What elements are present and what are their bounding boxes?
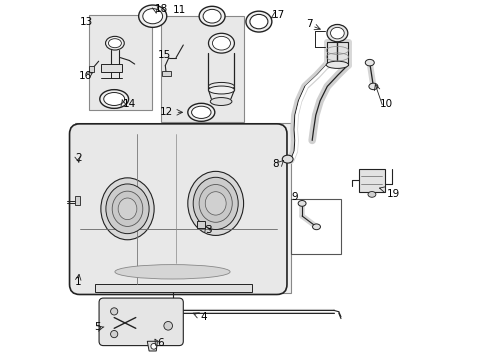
Ellipse shape: [367, 192, 375, 197]
Ellipse shape: [312, 224, 320, 230]
Ellipse shape: [115, 265, 230, 279]
Ellipse shape: [193, 177, 238, 230]
FancyBboxPatch shape: [69, 124, 286, 294]
Text: 19: 19: [386, 189, 399, 199]
Text: 9: 9: [291, 192, 298, 202]
Ellipse shape: [139, 5, 166, 27]
Text: 15: 15: [158, 50, 171, 60]
Text: 5: 5: [94, 322, 101, 332]
Ellipse shape: [326, 24, 347, 42]
Ellipse shape: [368, 83, 377, 90]
Ellipse shape: [142, 9, 163, 24]
Text: 18: 18: [154, 4, 167, 14]
Ellipse shape: [191, 106, 211, 118]
Text: 2: 2: [75, 153, 82, 163]
Bar: [197, 221, 204, 228]
Ellipse shape: [208, 33, 234, 53]
Ellipse shape: [203, 9, 221, 23]
Text: 11: 11: [172, 5, 185, 15]
Ellipse shape: [208, 86, 234, 94]
Bar: [162, 71, 170, 76]
Ellipse shape: [330, 27, 344, 39]
Ellipse shape: [100, 90, 128, 108]
Text: 6: 6: [157, 338, 163, 348]
Ellipse shape: [212, 36, 230, 50]
Circle shape: [110, 330, 118, 338]
Ellipse shape: [205, 192, 225, 215]
FancyBboxPatch shape: [99, 298, 183, 346]
Ellipse shape: [106, 184, 149, 234]
Bar: [89, 66, 94, 72]
Ellipse shape: [298, 201, 305, 206]
Text: 1: 1: [75, 276, 82, 287]
Text: 4: 4: [201, 312, 207, 322]
Ellipse shape: [199, 6, 224, 26]
Polygon shape: [95, 284, 251, 292]
Text: 7: 7: [305, 19, 312, 30]
Text: 13: 13: [80, 17, 93, 27]
Ellipse shape: [282, 155, 292, 163]
Ellipse shape: [118, 198, 137, 220]
Text: 10: 10: [379, 99, 392, 109]
Text: 3: 3: [205, 225, 211, 235]
Ellipse shape: [108, 39, 121, 48]
Ellipse shape: [210, 98, 231, 105]
Ellipse shape: [325, 61, 348, 68]
Ellipse shape: [365, 59, 373, 66]
Bar: [75, 196, 80, 205]
Text: 12: 12: [160, 107, 173, 117]
Text: 17: 17: [271, 10, 285, 20]
Ellipse shape: [112, 191, 142, 226]
Bar: [326, 42, 347, 65]
Bar: [89, 15, 152, 110]
Text: 8: 8: [271, 159, 278, 169]
Circle shape: [163, 321, 172, 330]
Ellipse shape: [187, 171, 243, 235]
Bar: [101, 64, 122, 72]
Bar: [161, 16, 244, 122]
Circle shape: [151, 343, 156, 349]
Circle shape: [110, 308, 118, 315]
Bar: [75, 123, 291, 293]
Text: 14: 14: [122, 99, 136, 109]
Ellipse shape: [199, 184, 232, 222]
Ellipse shape: [105, 36, 124, 50]
Ellipse shape: [249, 14, 267, 29]
Ellipse shape: [187, 103, 214, 121]
Bar: [358, 169, 384, 192]
Ellipse shape: [208, 82, 234, 90]
Polygon shape: [147, 341, 157, 351]
Text: 16: 16: [79, 71, 92, 81]
Bar: [291, 199, 340, 254]
Ellipse shape: [101, 178, 154, 240]
Ellipse shape: [103, 93, 124, 105]
Ellipse shape: [245, 11, 271, 32]
